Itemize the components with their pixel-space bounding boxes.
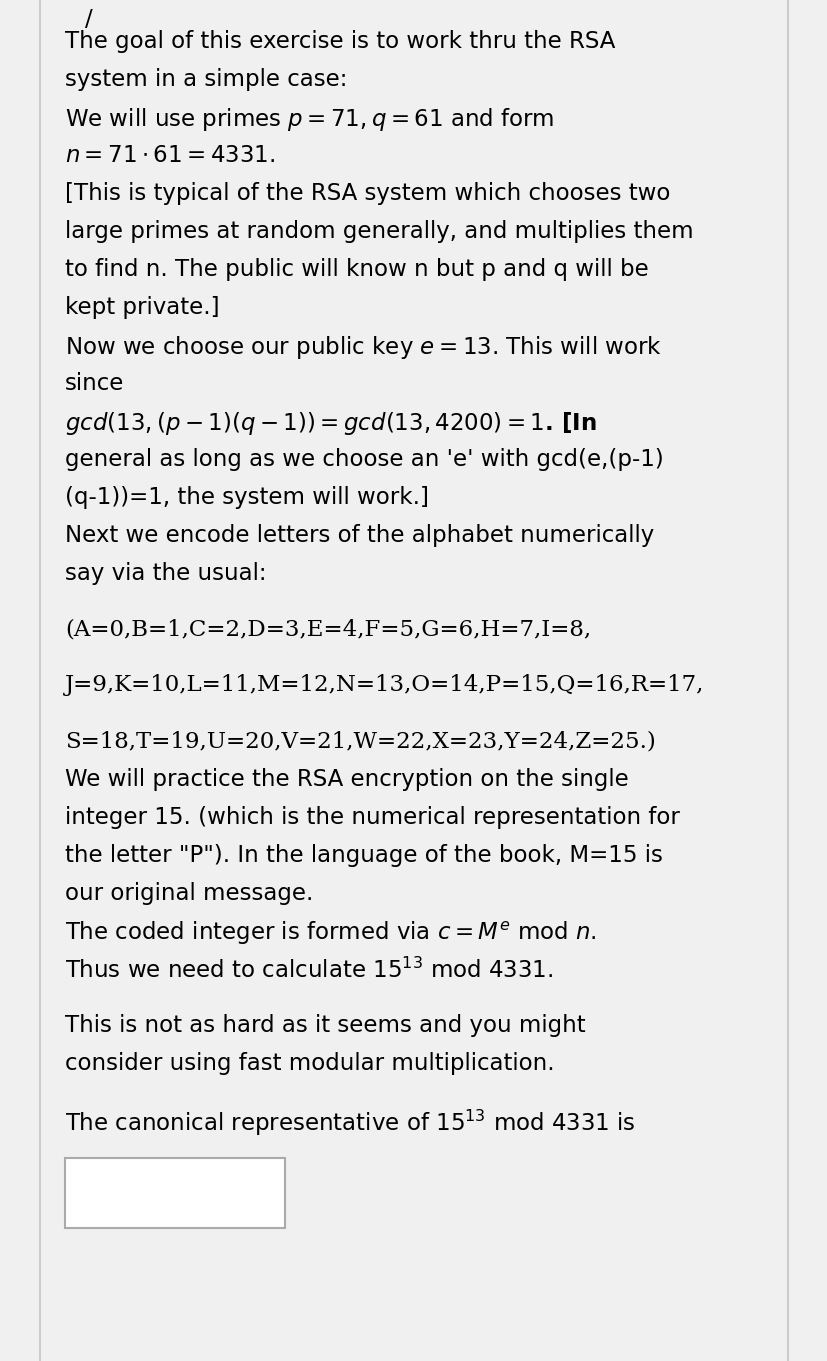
Text: to find n. The public will know n but p and q will be: to find n. The public will know n but p …	[65, 259, 648, 280]
FancyBboxPatch shape	[65, 1158, 284, 1228]
Text: (A=0,B=1,C=2,D=3,E=4,F=5,G=6,H=7,I=8,: (A=0,B=1,C=2,D=3,E=4,F=5,G=6,H=7,I=8,	[65, 618, 590, 640]
Text: large primes at random generally, and multiplies them: large primes at random generally, and mu…	[65, 220, 693, 244]
Text: This is not as hard as it seems and you might: This is not as hard as it seems and you …	[65, 1014, 585, 1037]
Text: S=18,T=19,U=20,V=21,W=22,X=23,Y=24,Z=25.): S=18,T=19,U=20,V=21,W=22,X=23,Y=24,Z=25.…	[65, 729, 655, 753]
Text: Now we choose our public key $e = 13$. This will work: Now we choose our public key $e = 13$. T…	[65, 333, 662, 361]
Text: the letter "P"). In the language of the book, M=15 is: the letter "P"). In the language of the …	[65, 844, 662, 867]
Text: Next we encode letters of the alphabet numerically: Next we encode letters of the alphabet n…	[65, 524, 653, 547]
Text: consider using fast modular multiplication.: consider using fast modular multiplicati…	[65, 1052, 554, 1075]
Text: $\mathbf{\mathit{gcd}}(13, (p-1)(q-1)) = \mathbf{\mathit{gcd}}(13, 4200) = 1$. [: $\mathbf{\mathit{gcd}}(13, (p-1)(q-1)) =…	[65, 410, 596, 437]
Text: since: since	[65, 372, 124, 395]
Text: system in a simple case:: system in a simple case:	[65, 68, 347, 91]
Text: general as long as we choose an 'e' with gcd(e,(p-1): general as long as we choose an 'e' with…	[65, 448, 663, 471]
Text: /: /	[85, 8, 93, 31]
Text: our original message.: our original message.	[65, 882, 313, 905]
Text: (q-1))=1, the system will work.]: (q-1))=1, the system will work.]	[65, 486, 428, 509]
Text: say via the usual:: say via the usual:	[65, 562, 266, 585]
Text: The goal of this exercise is to work thru the RSA: The goal of this exercise is to work thr…	[65, 30, 614, 53]
Text: [This is typical of the RSA system which chooses two: [This is typical of the RSA system which…	[65, 182, 670, 206]
Text: The coded integer is formed via $c = M^e$ mod $n$.: The coded integer is formed via $c = M^e…	[65, 920, 595, 947]
Text: J=9,K=10,L=11,M=12,N=13,O=14,P=15,Q=16,R=17,: J=9,K=10,L=11,M=12,N=13,O=14,P=15,Q=16,R…	[65, 674, 704, 695]
Text: The canonical representative of $15^{13}$ mod 4331 is: The canonical representative of $15^{13}…	[65, 1108, 635, 1138]
Text: Thus we need to calculate $15^{13}$ mod 4331.: Thus we need to calculate $15^{13}$ mod …	[65, 958, 552, 983]
Text: integer 15. (which is the numerical representation for: integer 15. (which is the numerical repr…	[65, 806, 679, 829]
Text: kept private.]: kept private.]	[65, 295, 219, 318]
Text: We will practice the RSA encryption on the single: We will practice the RSA encryption on t…	[65, 768, 628, 791]
Text: $n = 71 \cdot 61 = 4331.$: $n = 71 \cdot 61 = 4331.$	[65, 144, 275, 167]
Text: We will use primes $p = 71, q = 61$ and form: We will use primes $p = 71, q = 61$ and …	[65, 106, 553, 133]
